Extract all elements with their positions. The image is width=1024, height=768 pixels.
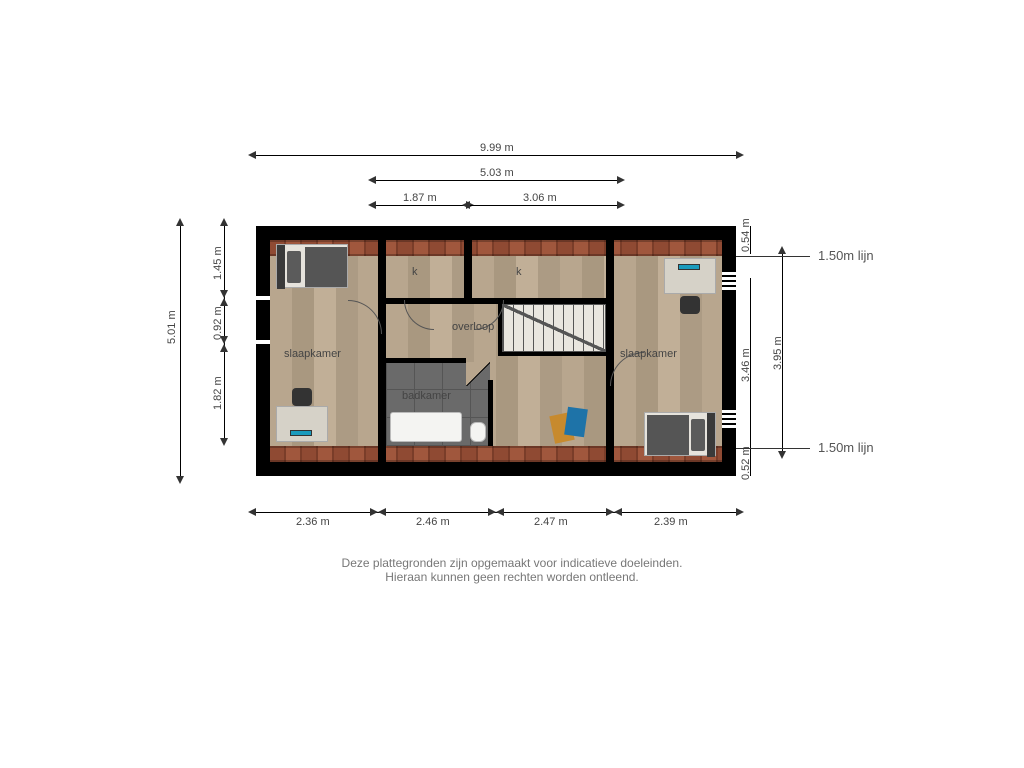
disclaimer: Deze plattegronden zijn opgemaakt voor i… <box>0 556 1024 584</box>
bed-left <box>276 244 348 288</box>
roof-left-bedroom-bottom <box>270 446 378 462</box>
label-k-right: k <box>516 266 522 278</box>
bed-right <box>644 412 716 456</box>
monitor-left <box>290 430 312 436</box>
ra1 <box>778 246 786 254</box>
dim-ls1-line <box>224 226 225 298</box>
ba6 <box>614 508 622 516</box>
wall-right-bedroom <box>606 240 614 462</box>
window-left-top <box>256 296 270 300</box>
rug-overloop <box>552 408 588 444</box>
dim-top-overall: 9.99 m <box>476 142 518 154</box>
ba3 <box>488 508 496 516</box>
dim-b1-line <box>256 512 378 513</box>
dim-top-mid: 5.03 m <box>476 167 518 179</box>
dim-ls3-line <box>224 344 225 438</box>
lsa5 <box>220 344 228 352</box>
dim-right-seg-bot: 0.52 m <box>740 446 752 480</box>
annot-150-bottom-line <box>736 448 810 449</box>
dim-top-seg-left: 1.87 m <box>400 192 440 204</box>
lsa6 <box>220 438 228 446</box>
label-overloop: overloop <box>452 321 494 333</box>
wall-stair-bottom <box>502 352 606 356</box>
a3 <box>368 201 376 209</box>
label-slaapkamer-right: slaapkamer <box>620 348 677 360</box>
dim-left-seg-2: 0.92 m <box>212 306 224 340</box>
dim-left-seg-3: 1.82 m <box>212 376 224 410</box>
disclaimer-line1: Deze plattegronden zijn opgemaakt voor i… <box>0 556 1024 570</box>
la2 <box>176 476 184 484</box>
a6 <box>617 201 625 209</box>
wall-badkamer-top <box>386 358 466 363</box>
dim-top-lseg-line <box>376 205 466 206</box>
dim-b3-line <box>496 512 614 513</box>
label-slaapkamer-left: slaapkamer <box>284 348 341 360</box>
dim-left-overall: 5.01 m <box>166 310 178 344</box>
dim-bottom-4: 2.39 m <box>654 516 688 528</box>
disclaimer-line2: Hieraan kunnen geen rechten worden ontle… <box>0 570 1024 584</box>
ba7 <box>736 508 744 516</box>
wall-badkamer-right <box>488 380 493 446</box>
dim-bottom-2: 2.46 m <box>416 516 450 528</box>
floor-plan-canvas: slaapkamer slaapkamer overloop badkamer … <box>0 0 1024 768</box>
lsa2 <box>220 290 228 298</box>
la1 <box>176 218 184 226</box>
dim-left-overall-line <box>180 226 181 476</box>
badkamer-chamfer <box>466 362 490 386</box>
dim-b4-line <box>614 512 736 513</box>
ba2 <box>378 508 386 516</box>
bathtub <box>390 412 462 442</box>
dim-top-mid-line <box>376 180 617 181</box>
dim-top-overall-arrow-l <box>248 151 256 159</box>
dim-bottom-1: 2.36 m <box>296 516 330 528</box>
staircase <box>502 304 606 352</box>
annot-150-top-line <box>736 256 810 257</box>
dim-top-overall-line <box>256 155 736 156</box>
lsa1 <box>220 218 228 226</box>
lsa3 <box>220 298 228 306</box>
monitor-right <box>678 264 700 270</box>
dim-bottom-3: 2.47 m <box>534 516 568 528</box>
dim-top-rseg-line <box>470 205 617 206</box>
dim-left-seg-1: 1.45 m <box>212 246 224 280</box>
wall-closets-mid <box>464 240 472 298</box>
annot-150-top: 1.50m lijn <box>818 248 874 263</box>
a1 <box>368 176 376 184</box>
a2 <box>617 176 625 184</box>
dim-right-seg-mid: 3.46 m <box>740 348 752 382</box>
chair-right <box>680 296 700 314</box>
label-k-left: k <box>412 266 418 278</box>
toilet <box>470 422 486 442</box>
dim-b2-line <box>378 512 496 513</box>
window-right-bottom <box>722 408 736 428</box>
ra2 <box>778 451 786 459</box>
a5 <box>462 201 470 209</box>
wall-left-bedroom <box>378 240 386 462</box>
room-kast-left <box>386 256 464 298</box>
room-kast-right <box>472 256 606 298</box>
dim-top-overall-arrow-r <box>736 151 744 159</box>
dim-right-overall: 3.95 m <box>772 336 784 370</box>
desk-left <box>276 406 328 442</box>
window-right-top <box>722 270 736 290</box>
annot-150-bottom: 1.50m lijn <box>818 440 874 455</box>
ba4 <box>496 508 504 516</box>
dim-right-seg-top: 0.54 m <box>740 218 752 252</box>
dim-top-seg-right: 3.06 m <box>520 192 560 204</box>
label-badkamer: badkamer <box>402 390 451 402</box>
chair-left <box>292 388 312 406</box>
ba0 <box>248 508 256 516</box>
ba1 <box>370 508 378 516</box>
window-left-bottom <box>256 340 270 344</box>
ba5 <box>606 508 614 516</box>
